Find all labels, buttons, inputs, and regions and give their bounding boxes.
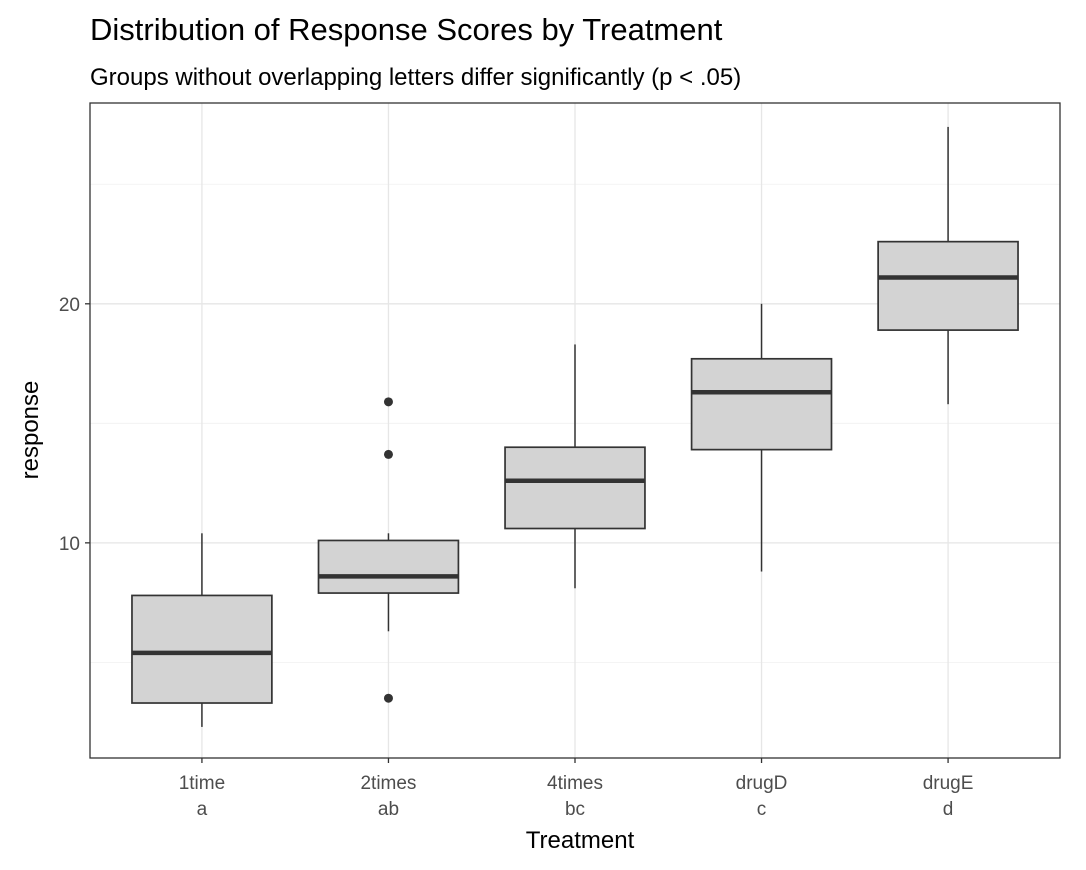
box-drugE <box>877 126 1019 405</box>
x-tick-label: drugE <box>923 773 974 794</box>
x-tick-letter: c <box>757 799 767 820</box>
x-tick-label: 1time <box>179 773 225 794</box>
outlier-point <box>383 693 393 703</box>
box-2times <box>317 397 460 703</box>
boxplots <box>131 126 1019 727</box>
x-tick-letter: d <box>943 799 954 820</box>
x-axis: 1time a 2times ab 4times bc drugD c drugE d <box>179 758 974 820</box>
y-tick-label: 20 <box>59 295 80 316</box>
box-1time <box>131 533 273 727</box>
box-iqr <box>690 357 833 451</box>
x-axis-title: Treatment <box>526 827 635 854</box>
y-axis-title: response <box>17 381 44 480</box>
box-drugD <box>690 303 833 572</box>
x-tick-letter: ab <box>378 799 399 820</box>
chart-subtitle: Groups without overlapping letters diffe… <box>90 64 741 91</box>
box-iqr <box>131 594 273 704</box>
plot-area: 10 20 1time a 2times ab 4times bc drugD c drugE d <box>59 102 1061 820</box>
x-tick-label: 4times <box>547 773 603 794</box>
outlier-point <box>383 449 393 459</box>
y-tick-label: 10 <box>59 534 80 555</box>
outlier-point <box>383 397 393 407</box>
x-tick-label: drugD <box>736 773 788 794</box>
box-4times <box>504 344 646 589</box>
box-iqr <box>504 446 646 530</box>
x-tick-label: 2times <box>360 773 416 794</box>
box-iqr <box>877 240 1019 331</box>
y-axis: 10 20 <box>59 295 90 555</box>
x-tick-letter: a <box>197 799 208 820</box>
chart-title: Distribution of Response Scores by Treat… <box>90 12 723 47</box>
box-iqr <box>317 539 460 594</box>
x-tick-letter: bc <box>565 799 585 820</box>
